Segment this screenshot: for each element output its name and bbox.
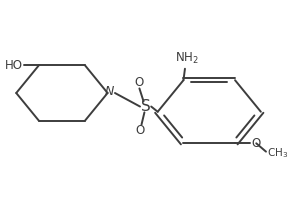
Text: O: O <box>135 124 145 137</box>
Text: NH$_2$: NH$_2$ <box>175 50 198 66</box>
Text: O: O <box>251 137 261 150</box>
Text: S: S <box>141 99 151 114</box>
Text: CH$_3$: CH$_3$ <box>268 146 289 160</box>
Text: HO: HO <box>5 59 23 72</box>
Text: O: O <box>134 76 143 89</box>
Text: N: N <box>104 85 114 99</box>
